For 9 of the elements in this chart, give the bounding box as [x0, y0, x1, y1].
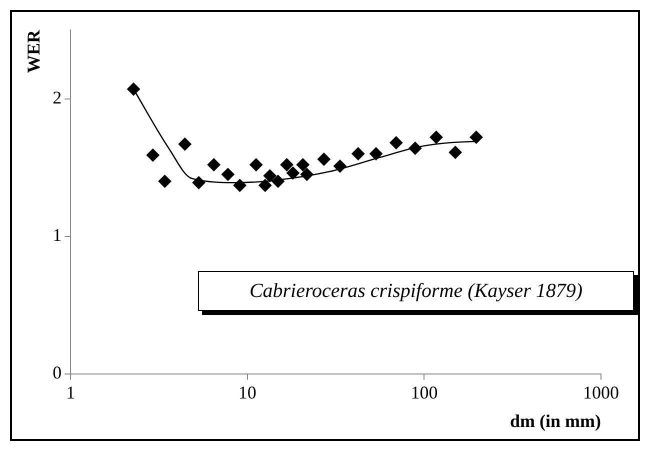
- x-tick-label: 1000: [583, 382, 619, 402]
- x-tick-label: 10: [238, 382, 256, 402]
- y-tick-label: 2: [52, 87, 62, 108]
- x-tick-label: 1: [66, 382, 76, 402]
- x-axis-title: dm (in mm): [510, 410, 601, 431]
- x-tick-label: 100: [410, 382, 438, 402]
- y-tick-label: 0: [52, 362, 62, 383]
- y-tick-label: 1: [52, 225, 62, 246]
- y-axis-title: WER: [23, 29, 44, 74]
